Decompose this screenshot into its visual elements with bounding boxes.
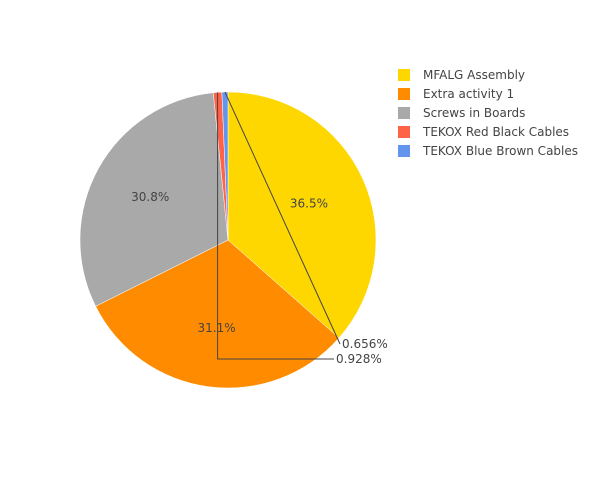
leader-line-tekox-red-black-cables bbox=[217, 92, 334, 360]
legend-swatch-screws-in-boards bbox=[398, 107, 410, 119]
slice-label-extra-activity-1: 31.1% bbox=[197, 321, 235, 335]
legend-label-tekox-red-black-cables: TEKOX Red Black Cables bbox=[422, 125, 569, 139]
pie-slice-screws-in-boards[interactable] bbox=[79, 92, 229, 307]
slice-label-mfalg-assembly: 36.5% bbox=[290, 196, 328, 210]
label-leader-lines bbox=[217, 91, 341, 360]
leader-line-tekox-blue-brown-cables bbox=[224, 91, 341, 345]
legend-swatch-extra-activity-1 bbox=[398, 88, 410, 100]
slice-label-tekox-blue-brown-cables: 0.656% bbox=[342, 337, 388, 351]
slice-label-screws-in-boards: 30.8% bbox=[131, 190, 169, 204]
legend-label-screws-in-boards: Screws in Boards bbox=[423, 106, 525, 120]
legend[interactable]: MFALG Assembly Extra activity 1 Screws in … bbox=[398, 68, 578, 158]
pie-slices bbox=[79, 91, 377, 389]
legend-item-tekox-red-black-cables[interactable]: TEKOX Red Black Cables bbox=[398, 125, 569, 139]
slice-label-tekox-red-black-cables: 0.928% bbox=[336, 352, 382, 366]
legend-item-extra-activity-1[interactable]: Extra activity 1 bbox=[398, 87, 514, 101]
legend-item-tekox-blue-brown-cables[interactable]: TEKOX Blue Brown Cables bbox=[398, 144, 578, 158]
legend-swatch-tekox-blue-brown-cables bbox=[398, 145, 410, 157]
legend-swatch-mfalg-assembly bbox=[398, 69, 410, 81]
legend-item-screws-in-boards[interactable]: Screws in Boards bbox=[398, 106, 525, 120]
pie-slice-mfalg-assembly[interactable] bbox=[227, 91, 377, 339]
legend-swatch-tekox-red-black-cables bbox=[398, 126, 410, 138]
legend-label-tekox-blue-brown-cables: TEKOX Blue Brown Cables bbox=[422, 144, 578, 158]
legend-item-mfalg-assembly[interactable]: MFALG Assembly bbox=[398, 68, 525, 82]
legend-label-mfalg-assembly: MFALG Assembly bbox=[423, 68, 525, 82]
slice-labels: 36.5% 31.1% 30.8% 0.928%0.656% bbox=[131, 190, 388, 366]
legend-label-extra-activity-1: Extra activity 1 bbox=[423, 87, 514, 101]
